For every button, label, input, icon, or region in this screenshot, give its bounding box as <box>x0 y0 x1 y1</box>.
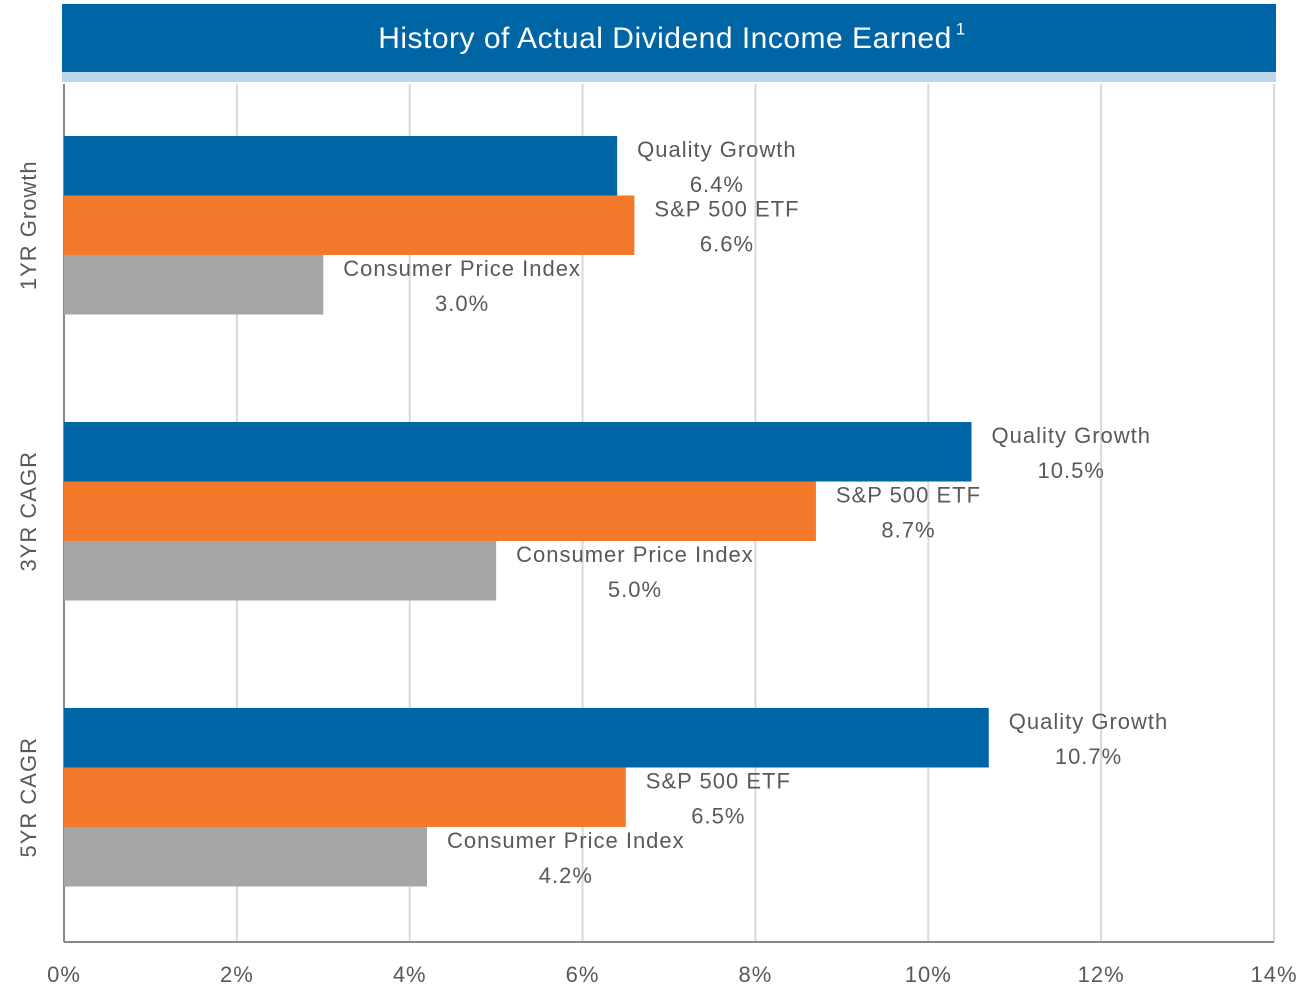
bar <box>64 255 324 315</box>
x-tick-label: 0% <box>47 962 81 987</box>
x-tick-label: 10% <box>905 962 952 987</box>
value-label: 6.5% <box>691 803 745 828</box>
bar <box>64 136 618 196</box>
x-tick-label: 8% <box>739 962 773 987</box>
series-label: Consumer Price Index <box>447 828 685 853</box>
series-label: Quality Growth <box>992 423 1152 448</box>
value-label: 10.5% <box>1038 458 1105 483</box>
x-tick-label: 6% <box>566 962 600 987</box>
y-tick-label: 5YR CAGR <box>16 737 41 857</box>
value-label: 6.4% <box>690 172 744 197</box>
title-note: 1 <box>956 19 966 38</box>
series-label: Consumer Price Index <box>516 542 754 567</box>
series-label: S&P 500 ETF <box>646 768 791 793</box>
x-tick-label: 4% <box>393 962 427 987</box>
value-label: 10.7% <box>1055 744 1122 769</box>
series-label: S&P 500 ETF <box>654 196 799 221</box>
x-tick-label: 2% <box>220 962 254 987</box>
series-label: Consumer Price Index <box>343 256 581 281</box>
bar <box>64 767 626 827</box>
bar <box>64 541 497 601</box>
value-label: 4.2% <box>539 863 593 888</box>
title-banner <box>62 4 1276 72</box>
series-label: Quality Growth <box>1009 709 1168 734</box>
bar <box>64 422 972 482</box>
title-stripe <box>62 72 1276 82</box>
bar <box>64 827 427 887</box>
bar <box>64 481 816 541</box>
value-label: 8.7% <box>881 517 935 542</box>
bar <box>64 195 635 255</box>
x-tick-label: 12% <box>1078 962 1125 987</box>
y-tick-label: 3YR CAGR <box>16 451 41 571</box>
y-tick-label: 1YR Growth <box>16 160 41 290</box>
series-label: S&P 500 ETF <box>836 482 981 507</box>
value-label: 5.0% <box>608 577 662 602</box>
value-label: 3.0% <box>435 291 489 316</box>
value-label: 6.6% <box>700 231 754 256</box>
bar <box>64 708 989 768</box>
series-label: Quality Growth <box>637 137 797 162</box>
chart-title: History of Actual Dividend Income Earned <box>378 22 952 55</box>
x-tick-label: 14% <box>1250 962 1297 987</box>
